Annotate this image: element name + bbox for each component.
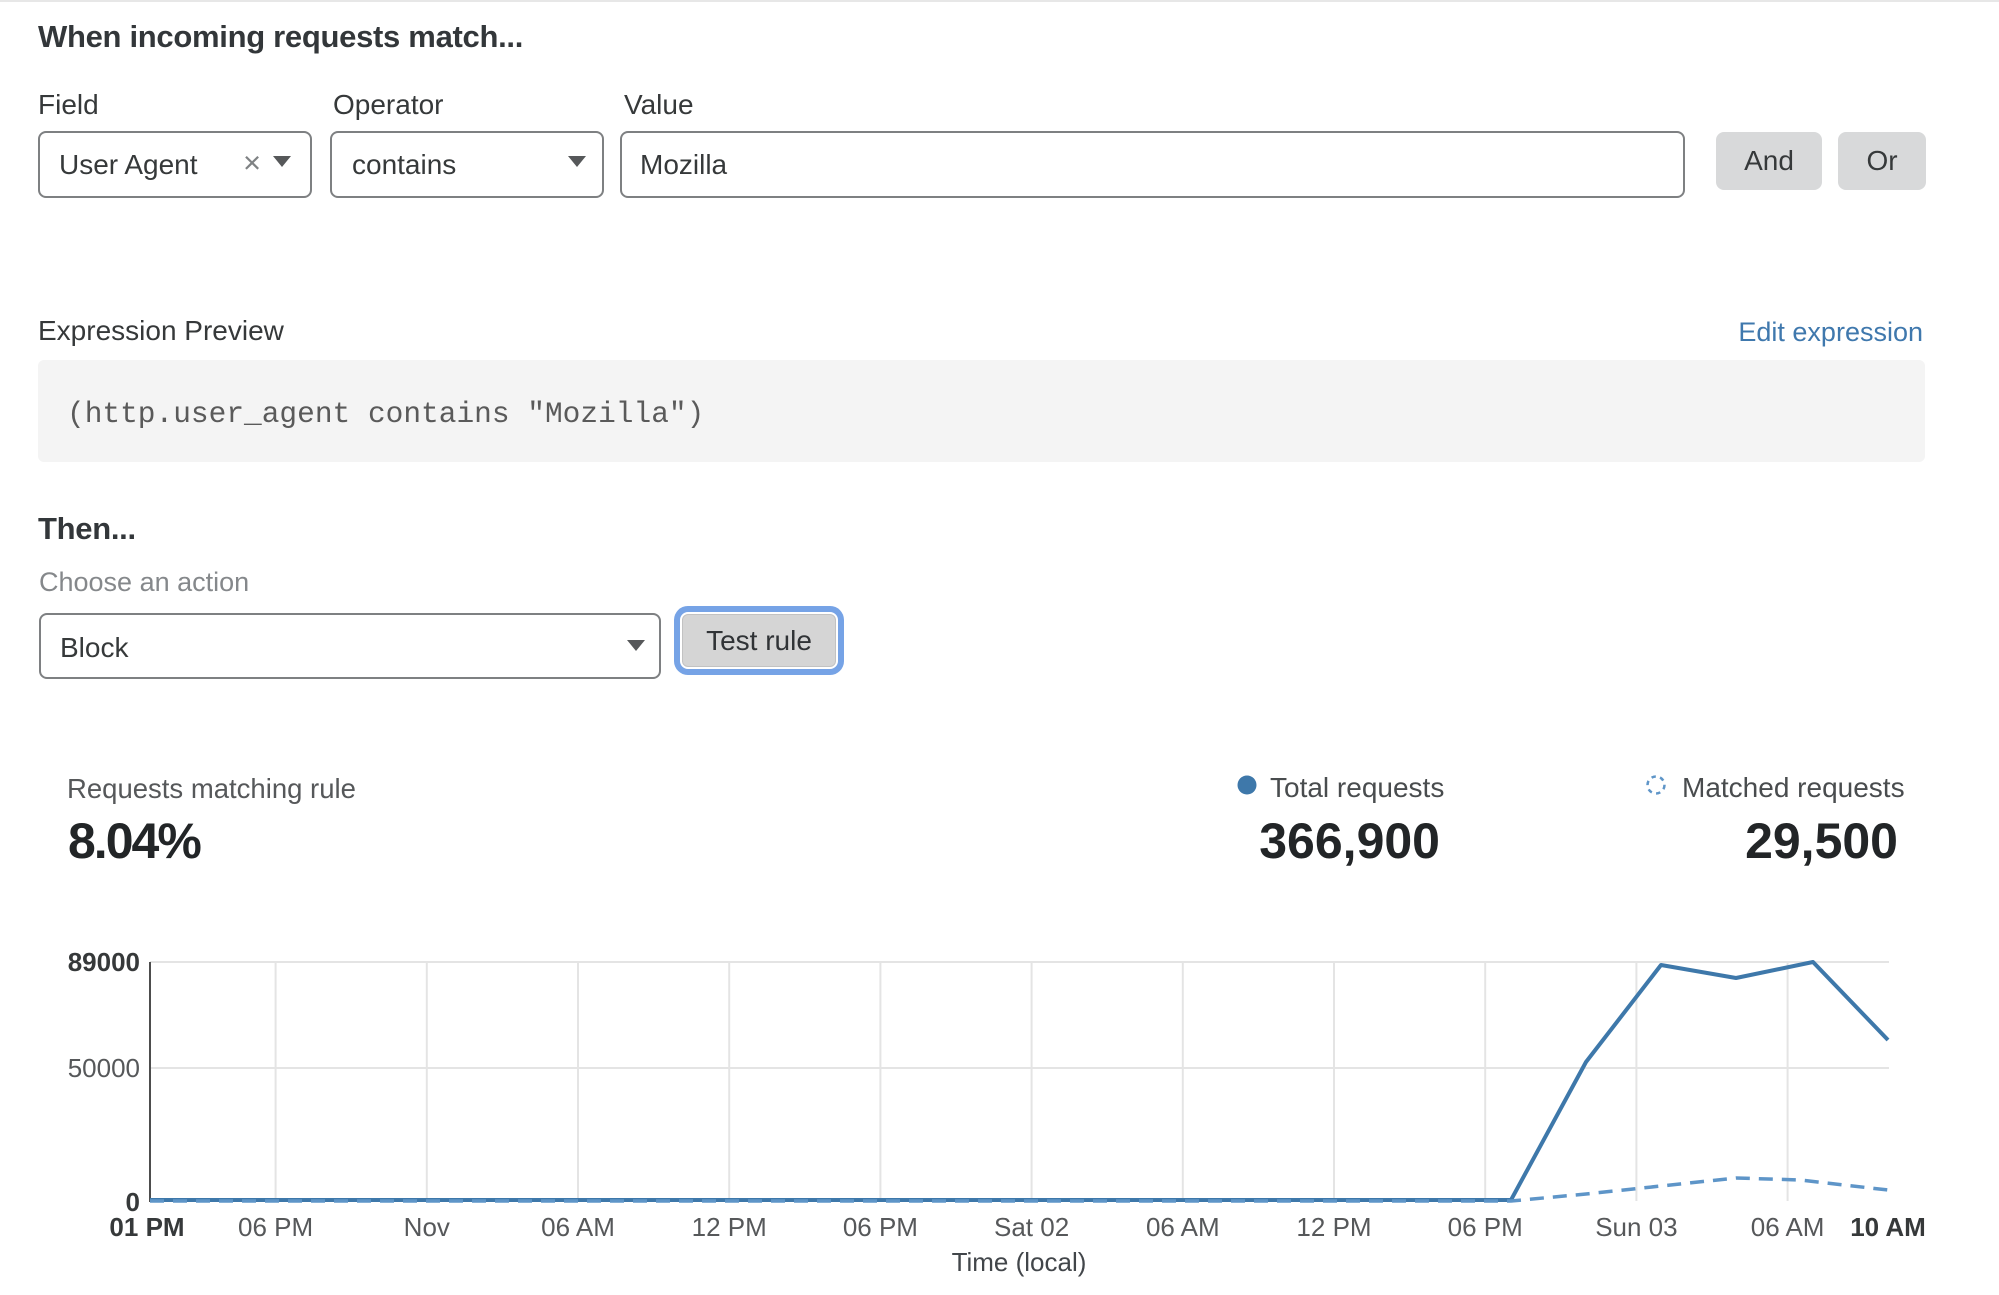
svg-text:0: 0 [126, 1187, 140, 1217]
svg-text:50000: 50000 [68, 1053, 140, 1083]
svg-text:06 PM: 06 PM [238, 1212, 313, 1242]
svg-text:89000: 89000 [68, 947, 140, 977]
svg-text:06 PM: 06 PM [1448, 1212, 1523, 1242]
svg-text:Sat 02: Sat 02 [994, 1212, 1069, 1242]
svg-text:Time (local): Time (local) [952, 1247, 1087, 1277]
svg-text:06 AM: 06 AM [1751, 1212, 1825, 1242]
svg-text:01 PM: 01 PM [109, 1212, 184, 1242]
svg-text:Nov: Nov [404, 1212, 450, 1242]
svg-text:06 AM: 06 AM [1146, 1212, 1220, 1242]
svg-text:12 PM: 12 PM [692, 1212, 767, 1242]
svg-text:10 AM: 10 AM [1850, 1212, 1926, 1242]
svg-text:12 PM: 12 PM [1296, 1212, 1371, 1242]
svg-text:Sun 03: Sun 03 [1595, 1212, 1677, 1242]
svg-text:06 PM: 06 PM [843, 1212, 918, 1242]
svg-text:06 AM: 06 AM [541, 1212, 615, 1242]
